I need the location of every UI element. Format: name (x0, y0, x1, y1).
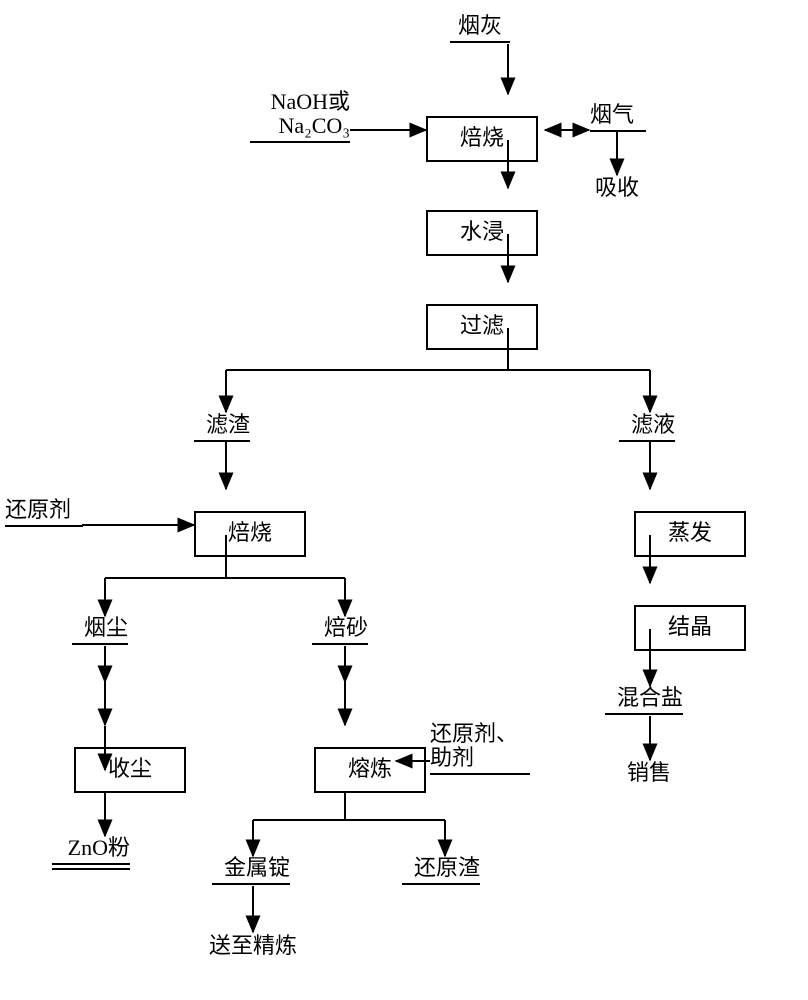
label-slag: 还原渣 (414, 855, 480, 880)
label-zno: ZnO粉 (68, 835, 130, 860)
dust-label: 收尘 (108, 756, 152, 781)
label-alkali-0: NaOH或 (271, 89, 350, 114)
label-reducer2-0: 还原剂、 (430, 721, 518, 746)
label-reducer2-1: 助剂 (430, 745, 474, 770)
label-mixsalt: 混合盐 (617, 685, 683, 710)
label-residue: 滤渣 (206, 412, 250, 437)
label-sale: 销售 (627, 760, 671, 785)
label-smoke: 烟尘 (84, 615, 128, 640)
cryst-label: 结晶 (668, 614, 712, 639)
label-reducer1: 还原剂 (5, 497, 71, 522)
label-absorb: 吸收 (595, 175, 639, 200)
label-alkali-1: Na₂CO₃ (278, 113, 350, 138)
label-refine: 送至精炼 (209, 933, 297, 958)
roast1-label: 焙烧 (460, 125, 504, 150)
waterleach-label: 水浸 (460, 219, 504, 244)
filter-label: 过滤 (460, 313, 504, 338)
label-ash: 烟灰 (458, 13, 502, 38)
label-calcine: 焙砂 (324, 615, 368, 640)
label-filtrate: 滤液 (631, 412, 675, 437)
label-ingot: 金属锭 (224, 855, 290, 880)
label-fluegas: 烟气 (590, 102, 634, 127)
evap-label: 蒸发 (668, 520, 712, 545)
roast2-label: 焙烧 (228, 520, 272, 545)
smelt-label: 熔炼 (348, 756, 392, 781)
